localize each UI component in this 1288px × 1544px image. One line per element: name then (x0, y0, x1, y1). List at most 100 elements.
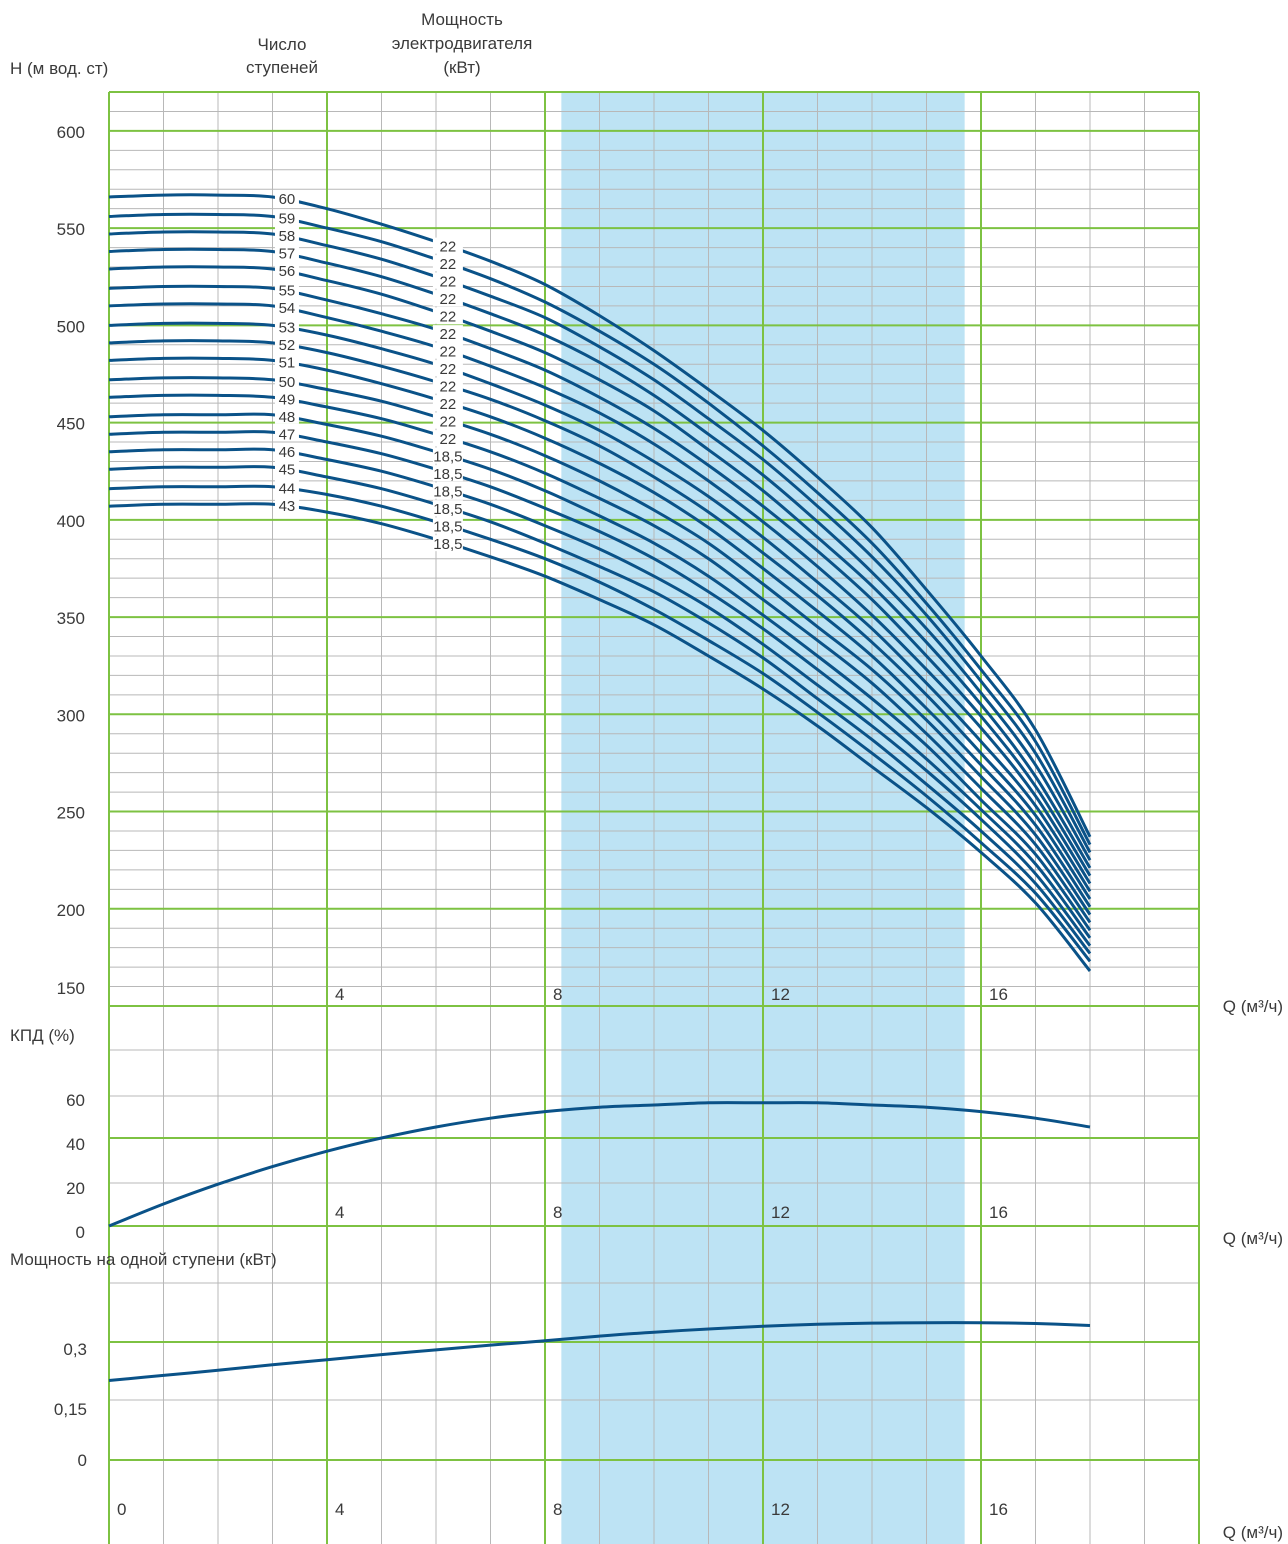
motor-label-bg (432, 272, 463, 289)
head-x-axis-title: Q (м³/ч) (1223, 997, 1283, 1016)
motor-power-label: 22 (440, 309, 457, 326)
stages-header-line2: ступеней (246, 58, 318, 77)
head-curve-50 (108, 376, 1092, 916)
head-x-tick: 4 (335, 985, 344, 1004)
stage-count-label: 54 (279, 300, 296, 317)
power-x-tick: 16 (989, 1500, 1008, 1519)
motor-label-bg (432, 237, 463, 254)
efficiency-y-tick: 60 (66, 1091, 85, 1110)
efficiency-y-tick: 20 (66, 1179, 85, 1198)
stage-count-label: 58 (279, 228, 296, 245)
labels: 60 22 59 22 58 22 57 22 56 22 55 22 54 22 53 22 52 22 51 22… (10, 10, 1283, 1542)
motor-label-bg (432, 482, 463, 499)
stage-count-label: 57 (279, 245, 296, 262)
head-y-tick: 150 (57, 979, 85, 998)
head-y-tick: 300 (57, 706, 85, 725)
stage-label-bg (274, 244, 299, 261)
head-curve-47 (108, 430, 1092, 939)
motor-label-bg (432, 412, 463, 429)
stage-label-bg (274, 353, 299, 370)
efficiency-y-tick: 40 (66, 1135, 85, 1154)
stage-label-bg (274, 372, 299, 389)
head-curve-46 (108, 447, 1092, 947)
motor-power-label: 22 (440, 379, 457, 396)
head-curve-48 (108, 412, 1092, 932)
stage-label-bg (274, 442, 299, 459)
stage-count-label: 47 (279, 426, 296, 443)
stage-label-bg (274, 189, 299, 206)
stage-label-bg (274, 318, 299, 335)
power-y-tick: 0 (78, 1451, 87, 1470)
stage-label-bg (274, 261, 299, 278)
stage-label-bg (274, 209, 299, 226)
stage-count-label: 60 (279, 191, 296, 208)
motor-header-line2: электродвигателя (392, 34, 533, 53)
motor-power-label: 18,5 (433, 449, 462, 466)
stages-header-line1: Число (258, 35, 307, 54)
motor-power-label: 18,5 (433, 466, 462, 483)
power-x-tick: 12 (771, 1500, 790, 1519)
head-curve-49 (108, 393, 1092, 924)
motor-power-label: 22 (440, 239, 457, 256)
head-y-tick: 200 (57, 901, 85, 920)
stage-count-label: 49 (279, 391, 296, 408)
stage-count-label: 53 (279, 319, 296, 336)
grid (108, 91, 1200, 1544)
head-curve-44 (108, 484, 1092, 963)
stage-count-label: 50 (279, 374, 296, 391)
motor-power-label: 18,5 (433, 536, 462, 553)
stage-label-bg (274, 479, 299, 496)
head-y-tick: 550 (57, 220, 85, 239)
motor-power-label: 18,5 (433, 519, 462, 536)
motor-label-bg (432, 447, 463, 464)
efficiency-x-tick: 16 (989, 1203, 1008, 1222)
head-curve-43 (108, 502, 1092, 972)
motor-label-bg (432, 517, 463, 534)
motor-label-bg (432, 395, 463, 412)
stage-count-label: 56 (279, 263, 296, 280)
motor-label-bg (432, 360, 463, 377)
stage-label-bg (274, 335, 299, 352)
head-y-tick: 600 (57, 123, 85, 142)
stage-count-label: 59 (279, 210, 296, 227)
motor-power-label: 22 (440, 256, 457, 273)
stage-label-bg (274, 497, 299, 514)
stage-count-label: 46 (279, 444, 296, 461)
stage-count-label: 44 (279, 481, 296, 498)
motor-power-label: 22 (440, 291, 457, 308)
head-x-tick: 8 (553, 985, 562, 1004)
motor-power-label: 22 (440, 326, 457, 343)
efficiency-x-tick: 12 (771, 1203, 790, 1222)
stage-label-bg (274, 281, 299, 298)
head-y-tick: 250 (57, 804, 85, 823)
motor-label-bg (432, 255, 463, 272)
motor-power-label: 18,5 (433, 501, 462, 518)
motor-power-label: 22 (440, 344, 457, 361)
stage-count-label: 55 (279, 282, 296, 299)
head-x-tick: 12 (771, 985, 790, 1004)
stage-count-label: 48 (279, 409, 296, 426)
head-y-tick: 350 (57, 609, 85, 628)
motor-header-line3: (кВт) (443, 58, 480, 77)
head-y-tick: 450 (57, 415, 85, 434)
stage-label-bg (274, 425, 299, 442)
stage-label-bg (274, 226, 299, 243)
power-curve (108, 1321, 1091, 1382)
head-x-tick: 16 (989, 985, 1008, 1004)
motor-label-bg (432, 307, 463, 324)
motor-label-bg (432, 430, 463, 447)
stage-count-label: 43 (279, 498, 296, 515)
motor-power-label: 18,5 (433, 484, 462, 501)
motor-power-label: 22 (440, 431, 457, 448)
efficiency-axis-title: КПД (%) (10, 1026, 75, 1045)
motor-header-line1: Мощность (421, 10, 503, 29)
efficiency-curve (108, 1101, 1091, 1228)
power-x-tick: 8 (553, 1500, 562, 1519)
head-axis-title: H (м вод. ст) (10, 59, 108, 78)
stage-label-bg (274, 298, 299, 315)
motor-label-bg (432, 290, 463, 307)
motor-label-bg (432, 500, 463, 517)
motor-label-bg (432, 465, 463, 482)
efficiency-x-axis-title: Q (м³/ч) (1223, 1229, 1283, 1248)
stage-label-bg (274, 390, 299, 407)
